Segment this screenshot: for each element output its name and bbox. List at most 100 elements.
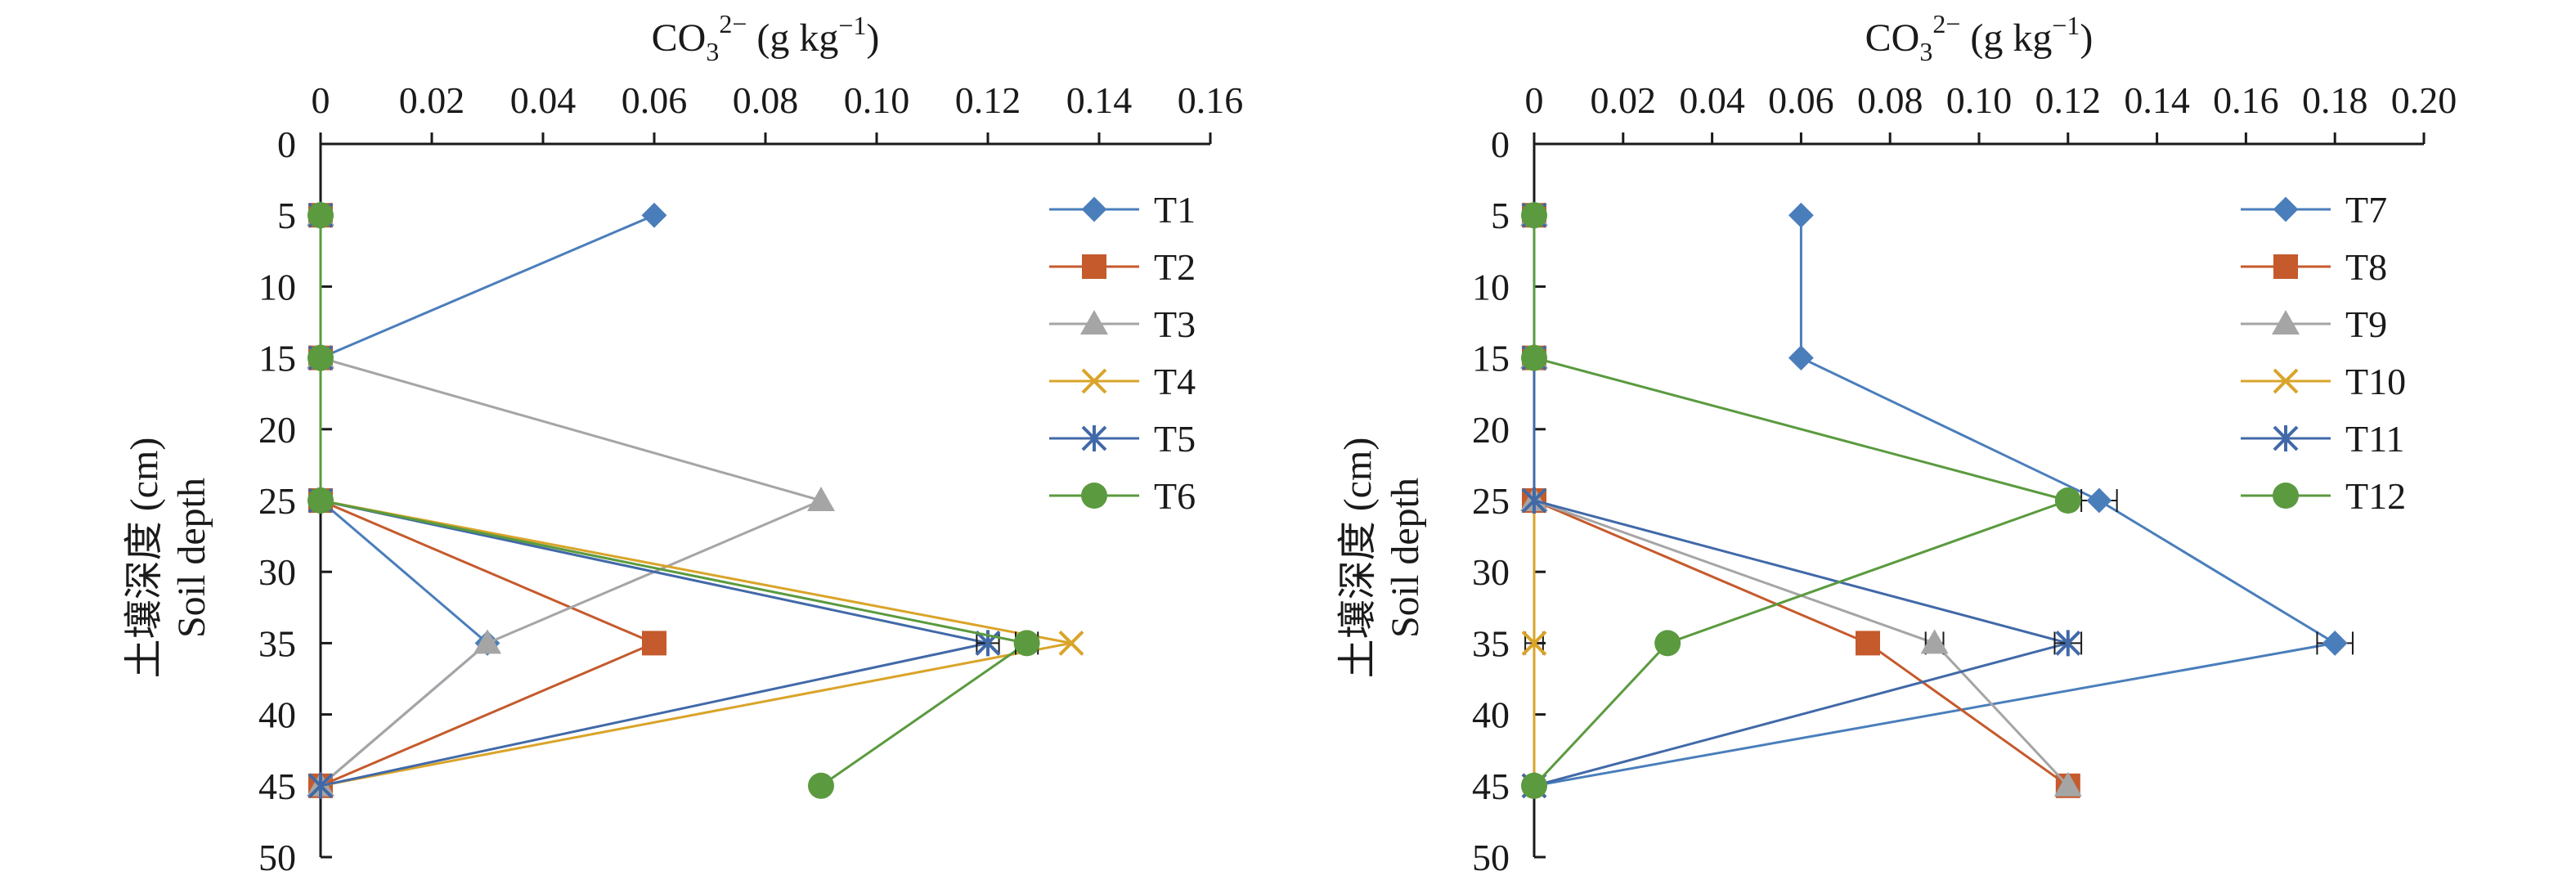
legend-marker bbox=[1082, 254, 1106, 279]
x-tick-label: 0.04 bbox=[1679, 79, 1745, 121]
series-T7 bbox=[1521, 202, 2354, 799]
legend-label: T9 bbox=[2345, 303, 2387, 345]
legend-label: T6 bbox=[1154, 475, 1196, 517]
data-point-T8 bbox=[1856, 631, 1880, 656]
data-point-T7 bbox=[2086, 487, 2112, 514]
legend-marker bbox=[1081, 483, 1107, 509]
legend-item-T6: T6 bbox=[1049, 475, 1196, 517]
data-point-T10 bbox=[1521, 630, 1547, 656]
data-point-T6 bbox=[1013, 630, 1040, 657]
legend-label: T12 bbox=[2345, 475, 2406, 517]
y-tick-label: 0 bbox=[1491, 123, 1510, 165]
y-tick-label: 40 bbox=[258, 694, 296, 736]
y-tick-label: 0 bbox=[277, 123, 296, 165]
legend-label: T3 bbox=[1154, 303, 1196, 345]
y-axis-title-line-1: 土壤深度 (cm) bbox=[123, 438, 166, 679]
series-T12 bbox=[1521, 202, 2081, 799]
y-tick-label: 40 bbox=[1472, 694, 1510, 736]
y-tick-label: 50 bbox=[1472, 837, 1510, 878]
data-point-T1 bbox=[641, 202, 667, 228]
y-axis-title-line-1: 土壤深度 (cm) bbox=[1336, 438, 1380, 679]
data-point-T12 bbox=[1521, 772, 1547, 799]
x-tick-label: 0.10 bbox=[1946, 79, 2013, 121]
y-tick-label: 30 bbox=[258, 551, 296, 593]
legend-item-T5: T5 bbox=[1049, 418, 1196, 460]
series-T2 bbox=[308, 203, 666, 798]
legend-item-T1: T1 bbox=[1049, 189, 1196, 231]
x-tick-label: 0.20 bbox=[2391, 79, 2457, 121]
y-tick-label: 50 bbox=[258, 837, 296, 878]
x-axis-title-sup: 2− bbox=[719, 9, 747, 38]
series-line-T4 bbox=[319, 215, 1072, 788]
series-line-T7 bbox=[1533, 215, 2339, 788]
x-axis-title-base: CO bbox=[652, 16, 707, 60]
data-point-T3 bbox=[473, 629, 501, 654]
series-T3 bbox=[307, 201, 835, 797]
x-tick-label: 0.04 bbox=[510, 79, 577, 121]
data-point-T6 bbox=[307, 344, 334, 371]
x-tick-label: 0.06 bbox=[622, 79, 688, 121]
x-tick-label: 0.02 bbox=[399, 79, 465, 121]
y-tick-label: 10 bbox=[1472, 266, 1510, 308]
x-tick-label: 0.16 bbox=[1178, 79, 1244, 121]
legend-label: T4 bbox=[1154, 361, 1196, 402]
legend-marker bbox=[2273, 425, 2299, 451]
y-tick-label: 25 bbox=[258, 480, 296, 522]
legend-marker bbox=[2273, 254, 2298, 279]
x-axis-title-unit-close: ) bbox=[866, 16, 879, 60]
legend-item-T3: T3 bbox=[1049, 303, 1196, 345]
legend-item-T7: T7 bbox=[2241, 189, 2387, 231]
y-tick-label: 15 bbox=[1472, 338, 1510, 379]
y-tick-label: 5 bbox=[277, 195, 296, 236]
x-tick-label: 0.14 bbox=[1066, 79, 1133, 121]
legend-marker bbox=[1081, 425, 1107, 451]
legend-label: T7 bbox=[2345, 189, 2387, 231]
y-tick-label: 5 bbox=[1491, 195, 1510, 236]
series-T4 bbox=[307, 202, 1084, 799]
x-tick-label: 0.10 bbox=[844, 79, 910, 121]
legend-item-T4: T4 bbox=[1049, 361, 1196, 402]
data-point-T12 bbox=[1521, 202, 1547, 229]
x-tick-label: 0 bbox=[312, 79, 330, 121]
legend-marker bbox=[2272, 310, 2300, 334]
data-point-T12 bbox=[2054, 487, 2081, 514]
series-line-T6 bbox=[319, 215, 1030, 788]
x-axis-title-unit: (g kg bbox=[1960, 16, 2052, 60]
legend-item-T8: T8 bbox=[2241, 246, 2387, 288]
x-axis-title-unit-close: ) bbox=[2080, 16, 2093, 60]
data-point-T7 bbox=[2322, 630, 2348, 656]
x-tick-label: 0.02 bbox=[1591, 79, 1657, 121]
y-tick-label: 15 bbox=[258, 338, 296, 379]
legend-label: T8 bbox=[2345, 246, 2387, 288]
series-line-T2 bbox=[319, 215, 657, 788]
x-axis-title-base: CO bbox=[1865, 16, 1920, 60]
y-tick-label: 25 bbox=[1472, 480, 1510, 522]
data-point-T6 bbox=[307, 487, 334, 514]
series-line-T3 bbox=[319, 215, 825, 787]
legend-item-T2: T2 bbox=[1049, 246, 1196, 288]
series-line-T1 bbox=[319, 213, 655, 787]
x-axis-title-sup: 2− bbox=[1932, 9, 1960, 38]
y-tick-label: 45 bbox=[1472, 766, 1510, 807]
legend-marker bbox=[2273, 368, 2299, 394]
x-tick-label: 0.18 bbox=[2302, 79, 2368, 121]
legend-label: T2 bbox=[1154, 246, 1196, 288]
series-T5 bbox=[307, 202, 1001, 799]
chart-2: 0 0.02 0.04 0.06 0.08 0.10 0.12 0.14 0.16 0.18 0.2… bbox=[1336, 9, 2457, 878]
legend-item-T11: T11 bbox=[2241, 418, 2404, 460]
data-point-T7 bbox=[1788, 345, 1814, 371]
y-tick-label: 10 bbox=[258, 266, 296, 308]
data-point-T11 bbox=[1521, 487, 1547, 514]
data-point-T6 bbox=[307, 202, 334, 229]
x-axis-title: CO32− (g kg−1) bbox=[1865, 9, 2094, 66]
legend-marker bbox=[1081, 368, 1107, 394]
y-axis-title-line-2: Soil depth bbox=[170, 478, 213, 638]
x-tick-label: 0 bbox=[1525, 79, 1544, 121]
data-point-T12 bbox=[1521, 344, 1547, 371]
data-point-T3 bbox=[807, 487, 835, 511]
chart-1: 0 0.02 0.04 0.06 0.08 0.10 0.12 0.14 0.16 0 5 10 15 2… bbox=[123, 9, 1243, 878]
y-tick-label: 20 bbox=[1472, 409, 1510, 451]
series-T6 bbox=[307, 202, 1040, 799]
data-point-T6 bbox=[808, 772, 834, 799]
